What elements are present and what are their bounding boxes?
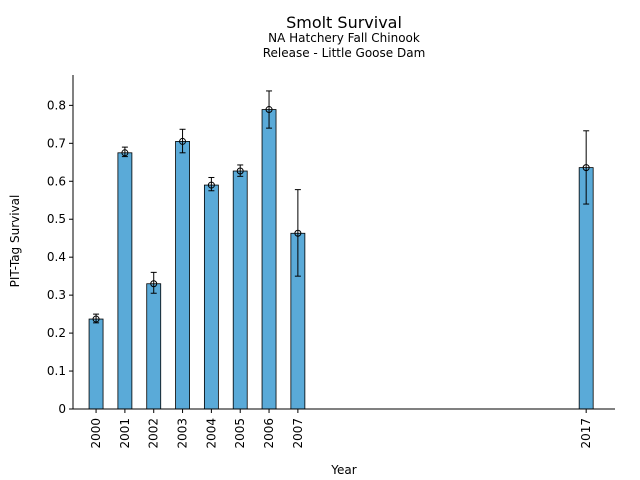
y-tick-label: 0.4: [47, 250, 66, 264]
point-marker: [92, 315, 100, 323]
x-tick-label: 2003: [176, 418, 190, 449]
x-tick-label: 2002: [147, 418, 161, 449]
y-tick-label: 0.8: [47, 98, 66, 112]
point-marker: [150, 280, 158, 288]
x-tick-label: 2000: [89, 418, 103, 449]
y-axis-label: PIT-Tag Survival: [8, 195, 22, 288]
point-marker: [265, 106, 273, 114]
bar: [232, 170, 248, 410]
chart-title: Smolt Survival: [286, 13, 402, 32]
x-tick-label: 2006: [262, 418, 276, 449]
plot-area: 0 0.1 0.2 0.3 0.4 0.5 0.6 0.7 0.8 2000 2001 2002 200…: [47, 90, 594, 449]
bar: [117, 152, 133, 410]
bar: [88, 318, 104, 410]
x-tick-label: 2005: [233, 418, 247, 449]
y-tick-label: 0.6: [47, 174, 66, 188]
point-marker: [207, 181, 215, 189]
y-tick-label: 0.5: [47, 212, 66, 226]
bar: [146, 283, 162, 410]
chart-subtitle-line-1: NA Hatchery Fall Chinook: [268, 31, 420, 45]
point-marker: [179, 137, 187, 145]
y-tick-label: 0.1: [47, 364, 66, 378]
bar: [203, 184, 219, 410]
y-tick-label: 0: [58, 402, 66, 416]
x-tick-label: 2017: [579, 418, 593, 449]
y-tick-label: 0.7: [47, 136, 66, 150]
bar: [261, 109, 277, 410]
point-marker: [582, 164, 590, 172]
y-tick-label: 0.2: [47, 326, 66, 340]
bar: [175, 141, 190, 410]
point-marker: [121, 149, 129, 157]
x-axis-label: Year: [330, 463, 356, 477]
x-tick-label: 2001: [118, 418, 132, 449]
point-marker: [294, 229, 302, 237]
point-marker: [236, 167, 244, 175]
x-tick-label: 2007: [291, 418, 305, 449]
chart-subtitle-line-2: Release - Little Goose Dam: [263, 46, 426, 60]
y-tick-label: 0.3: [47, 288, 66, 302]
x-tick-label: 2004: [204, 418, 218, 449]
